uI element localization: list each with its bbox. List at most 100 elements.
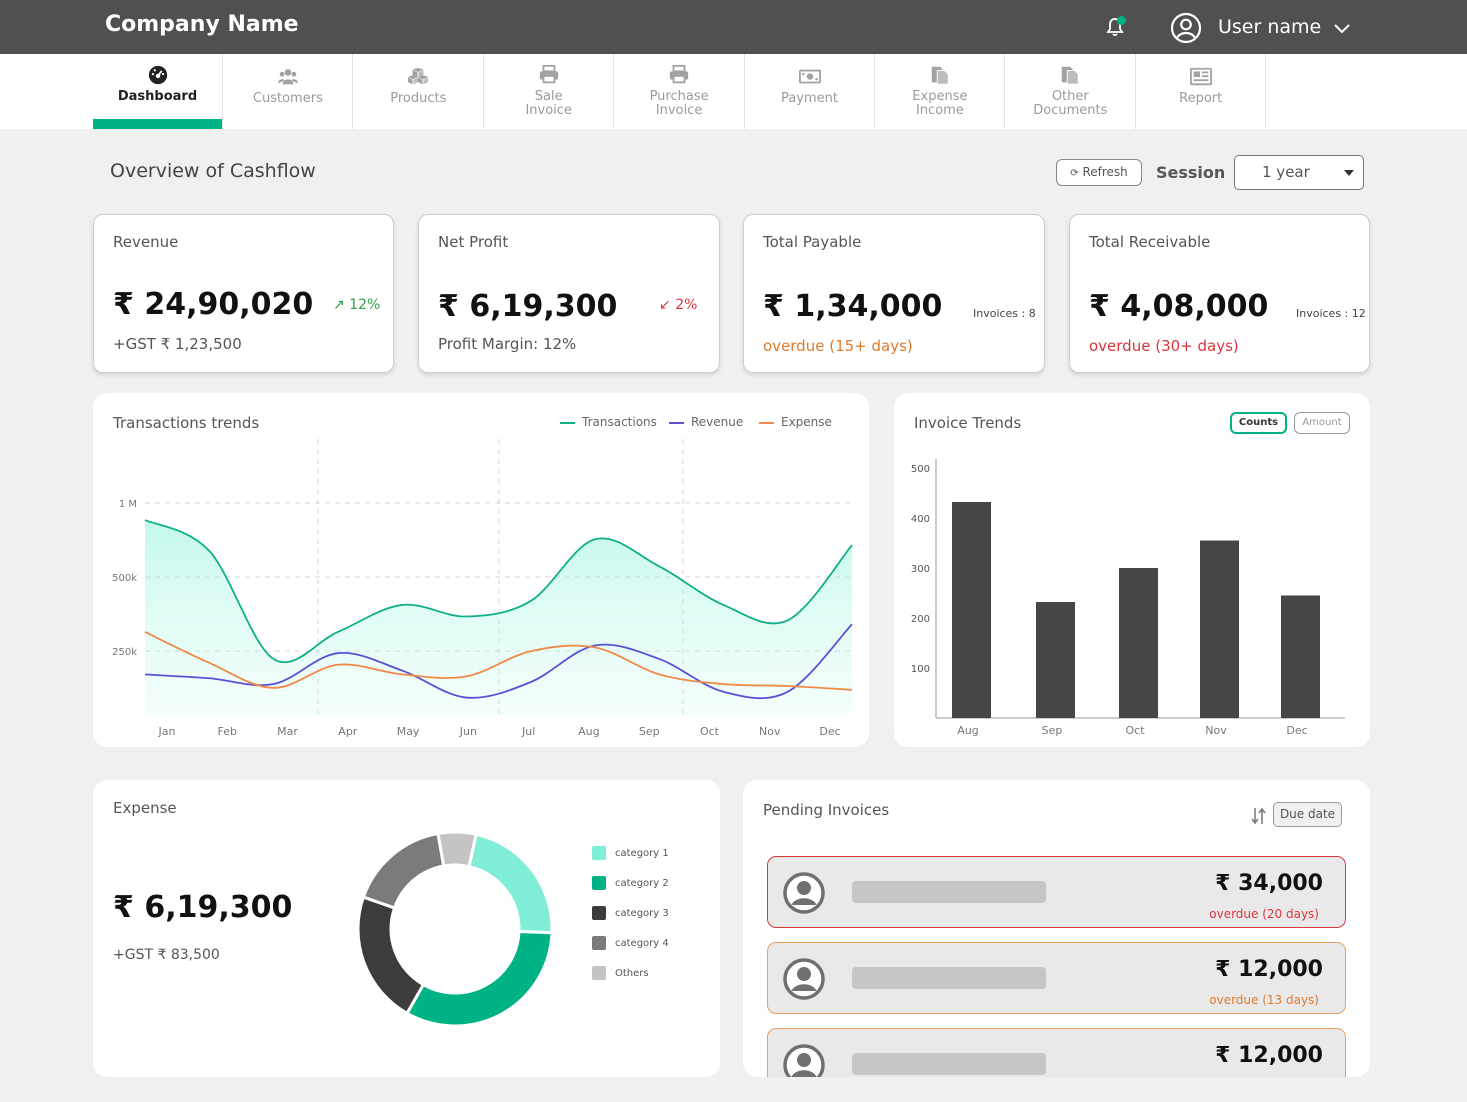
- total-receivable-card[interactable]: Total Receivable ₹ 4,08,000 Invoices : 1…: [1069, 214, 1370, 373]
- dashboard-icon: [148, 65, 167, 85]
- tab-other-documents[interactable]: Other Documents: [1006, 54, 1136, 129]
- y-tick-label: 200: [911, 614, 930, 625]
- donut-slice: [404, 929, 554, 1028]
- chevron-down-icon[interactable]: [1333, 22, 1351, 34]
- user-name[interactable]: User name: [1218, 16, 1322, 38]
- nav-bar: [0, 54, 1467, 129]
- refresh-icon: ⟳: [1070, 168, 1079, 179]
- donut-slice: [361, 831, 446, 910]
- tab-purchase-invoice[interactable]: Purchase Invoice: [615, 54, 745, 129]
- y-tick-label: 500k: [112, 573, 137, 584]
- bar: [1119, 568, 1158, 718]
- invoice-count: Invoices : 8: [973, 307, 1036, 320]
- tab-label-line2: Invoice: [655, 103, 703, 118]
- net-profit-card[interactable]: Net Profit ₹ 6,19,300 ↙ 2% Profit Margin…: [418, 214, 720, 373]
- donut-legend-item: Others: [592, 966, 649, 980]
- card-title: Revenue: [113, 233, 179, 251]
- tab-products[interactable]: Products: [354, 54, 484, 129]
- session-select[interactable]: 1 year: [1234, 155, 1364, 190]
- panel-title: Transactions trends: [113, 414, 260, 432]
- x-tick-label: Jul: [521, 725, 535, 738]
- tab-label: Purchase: [649, 89, 709, 104]
- invoice-count: Invoices : 12: [1296, 307, 1366, 320]
- y-tick-label: 250k: [112, 647, 137, 658]
- transactions-trends-panel: Transactions trends Transactions Revenue…: [93, 393, 869, 747]
- tab-expense-income[interactable]: Expense Income: [875, 54, 1006, 129]
- card-overdue: overdue (15+ days): [763, 337, 913, 355]
- bar: [952, 502, 991, 718]
- y-tick-label: 1 M: [119, 499, 137, 510]
- panel-title: Invoice Trends: [914, 414, 1022, 432]
- bar: [1281, 595, 1320, 718]
- legend-swatch: [592, 906, 606, 920]
- sort-icon[interactable]: [1250, 806, 1268, 826]
- legend-swatch: [592, 966, 606, 980]
- x-tick-label: Aug: [957, 724, 978, 737]
- x-tick-label: Feb: [218, 725, 237, 738]
- panel-title: Expense: [113, 799, 177, 817]
- card-value: ₹ 4,08,000: [1089, 289, 1269, 324]
- donut-legend-item: category 1: [592, 846, 669, 860]
- card-title: Total Receivable: [1089, 233, 1211, 251]
- card-sub: Profit Margin: 12%: [438, 335, 577, 353]
- caret-down-icon: [1344, 170, 1354, 176]
- donut-slice: [356, 895, 426, 1016]
- tab-label: Report: [1179, 91, 1223, 106]
- pending-invoice-row[interactable]: ₹ 12,000: [767, 1028, 1346, 1077]
- card-title: Net Profit: [438, 233, 509, 251]
- y-tick-label: 300: [911, 564, 930, 575]
- money-icon: [798, 69, 821, 84]
- expense-line: [144, 631, 853, 691]
- due-date-sort-button[interactable]: Due date: [1273, 802, 1342, 827]
- tab-label: Dashboard: [117, 89, 198, 104]
- y-tick-label: 400: [911, 514, 930, 525]
- top-bar: [0, 0, 1467, 54]
- tab-report[interactable]: Report: [1136, 54, 1267, 129]
- amount-toggle[interactable]: Amount: [1294, 412, 1350, 434]
- expense-value: ₹ 6,19,300: [113, 890, 293, 925]
- legend-label: category 2: [615, 878, 669, 889]
- notification-dot: [1117, 16, 1126, 25]
- total-payable-card[interactable]: Total Payable ₹ 1,34,000 Invoices : 8 ov…: [743, 214, 1045, 373]
- x-tick-label: Jan: [158, 725, 176, 738]
- legend-revenue: Revenue: [669, 415, 743, 429]
- tab-dashboard[interactable]: Dashboard: [93, 54, 223, 129]
- x-tick-label: Dec: [819, 725, 840, 738]
- y-tick-label: 500: [911, 464, 930, 475]
- user-avatar-icon[interactable]: [1170, 12, 1202, 44]
- tab-payment[interactable]: Payment: [745, 54, 875, 129]
- printer-icon: [539, 64, 558, 84]
- donut-legend-item: category 3: [592, 906, 669, 920]
- legend-swatch: [592, 846, 606, 860]
- tab-label-line2: Documents: [1033, 103, 1108, 118]
- invoice-trends-panel: Invoice Trends Counts Amount 100 200 300 40…: [894, 393, 1370, 747]
- card-overdue: overdue (30+ days): [1089, 337, 1239, 355]
- tab-label: Other: [1051, 89, 1089, 104]
- invoice-amount: ₹ 34,000: [1215, 871, 1323, 896]
- card-value: ₹ 1,34,000: [763, 289, 943, 324]
- tab-label-line2: Invoice: [525, 103, 572, 118]
- y-tick-label: 100: [911, 664, 930, 675]
- refresh-button[interactable]: ⟳ Refresh: [1056, 159, 1142, 186]
- x-tick-label: Nov: [1205, 724, 1227, 737]
- donut-slice: [436, 830, 478, 869]
- x-tick-label: Oct: [1125, 724, 1145, 737]
- printer-icon: [669, 64, 689, 84]
- donut-slice: [467, 832, 554, 935]
- tab-label: Sale: [534, 89, 563, 104]
- trend-up-badge: ↗ 12%: [333, 297, 380, 313]
- pending-invoice-row[interactable]: ₹ 12,000 overdue (13 days): [767, 942, 1346, 1014]
- x-tick-label: Jun: [459, 725, 477, 738]
- pending-invoice-row[interactable]: ₹ 34,000 overdue (20 days): [767, 856, 1346, 928]
- documents-icon: [1062, 66, 1080, 85]
- revenue-card[interactable]: Revenue ₹ 24,90,020 ↗ 12% +GST ₹ 1,23,50…: [93, 214, 394, 373]
- tab-customers[interactable]: Customers: [223, 54, 354, 129]
- trend-value: 2%: [675, 297, 698, 313]
- arrow-up-right-icon: ↗: [333, 297, 345, 313]
- counts-toggle[interactable]: Counts: [1230, 412, 1287, 434]
- trend-down-badge: ↙ 2%: [659, 297, 697, 313]
- panel-title: Pending Invoices: [763, 801, 890, 819]
- refresh-label: Refresh: [1082, 165, 1128, 179]
- card-title: Total Payable: [763, 233, 862, 251]
- tab-sale-invoice[interactable]: Sale Invoice: [484, 54, 615, 129]
